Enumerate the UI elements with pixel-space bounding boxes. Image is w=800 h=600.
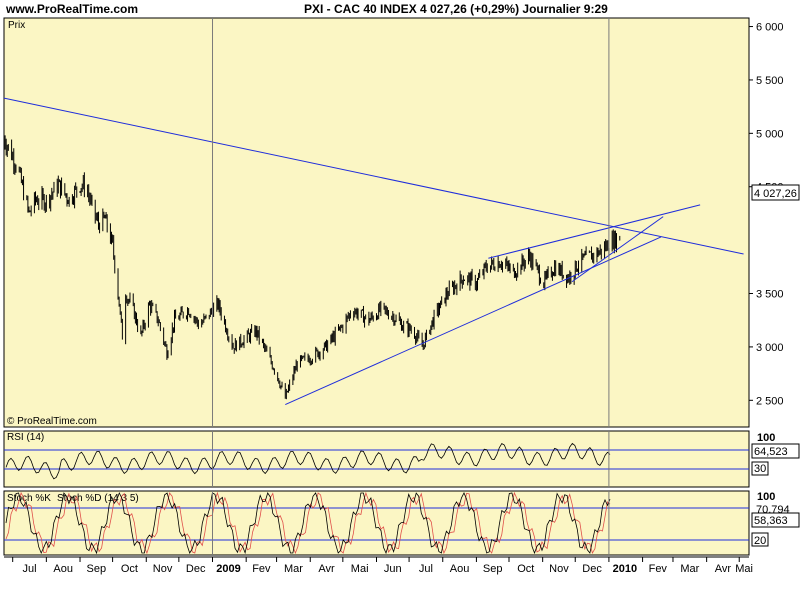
x-tick-label: Mai xyxy=(735,563,753,575)
x-tick-label: Dec xyxy=(582,563,602,575)
x-tick-label: Oct xyxy=(121,563,138,575)
x-tick-label: 2010 xyxy=(613,563,637,575)
rsi-panel-background xyxy=(3,430,750,488)
last-price-badge: 4 027,26 xyxy=(751,184,800,201)
stoch-d-line xyxy=(5,491,611,555)
stoch-20-box xyxy=(751,532,769,547)
rsi-30-box xyxy=(751,461,769,476)
x-tick-label: Nov xyxy=(549,563,569,575)
stoch-value-box xyxy=(751,512,800,528)
x-tick-label: Oct xyxy=(517,563,534,575)
x-tick-label: Jun xyxy=(384,563,402,575)
trendlines xyxy=(3,97,744,406)
chart-header: www.ProRealTime.com PXI - CAC 40 INDEX 4… xyxy=(0,0,800,18)
x-tick-label: Aou xyxy=(53,563,73,575)
x-tick-label: Mar xyxy=(284,563,303,575)
watermark: © ProRealTime.com xyxy=(7,416,97,427)
x-tick-label: Mar xyxy=(680,563,699,575)
x-tick-label: Sep xyxy=(483,563,503,575)
trendline xyxy=(488,204,701,259)
trendline xyxy=(3,97,744,255)
rsi-line xyxy=(5,442,611,480)
stoch-d-label: Stoch %D (14 3 5) xyxy=(57,493,139,504)
last-price-badge-box xyxy=(751,184,800,201)
x-tick-label: Mai xyxy=(351,563,369,575)
y-tick-label: 2 500 xyxy=(756,395,784,407)
rsi-30-label: 30 xyxy=(754,463,766,475)
price-bars xyxy=(3,134,621,400)
rsi-value-box xyxy=(751,443,800,459)
x-tick-label: Avr xyxy=(715,563,732,575)
x-tick-label: 2009 xyxy=(216,563,240,575)
x-tick-label: Avr xyxy=(318,563,335,575)
y-tick-label: 5 500 xyxy=(756,75,784,87)
x-tick-label: Jul xyxy=(22,563,36,575)
y-tick-label: 6 000 xyxy=(756,22,784,34)
price-pane: Prix © ProRealTime.com 6 000 5 500 5 000 4 … xyxy=(3,17,800,428)
x-tick-label: Fev xyxy=(649,563,668,575)
stoch-20-label: 20 xyxy=(754,535,766,547)
y-tick-label: 3 000 xyxy=(756,342,784,354)
stoch-last-value: 58,363 xyxy=(754,515,788,527)
price-panel-background xyxy=(3,17,750,428)
stoch-k-line xyxy=(5,491,611,555)
x-tick-label: Aou xyxy=(450,563,470,575)
stoch-100-tick: 100 xyxy=(757,491,775,503)
rsi-pane: RSI (14) 100 64,523 30 xyxy=(3,430,800,488)
site-url[interactable]: www.ProRealTime.com xyxy=(6,2,139,16)
chart-title: PXI - CAC 40 INDEX 4 027,26 (+0,29%) Jou… xyxy=(304,2,608,16)
stoch-panel-background xyxy=(3,490,750,556)
trendline xyxy=(285,236,662,406)
x-tick-label: Jul xyxy=(419,563,433,575)
x-tick-label: Fev xyxy=(252,563,271,575)
stoch-k-label: Stoch %K xyxy=(7,493,51,504)
trendline xyxy=(571,216,664,283)
rsi-label: RSI (14) xyxy=(7,432,44,443)
rsi-last-value: 64,523 xyxy=(754,446,788,458)
price-panel-label: Prix xyxy=(8,20,25,31)
y-tick-label: 5 000 xyxy=(756,128,784,140)
y-tick-label: 3 500 xyxy=(756,289,784,301)
rsi-100-tick: 100 xyxy=(757,432,775,444)
x-tick-label: Nov xyxy=(153,563,173,575)
time-axis: Jul Aou Sep Oct Nov Dec 2009 Fev Mar Avr Mai Jun Jul… xyxy=(4,18,753,575)
x-tick-label: Dec xyxy=(186,563,206,575)
last-price-value: 4 027,26 xyxy=(754,188,797,200)
stoch-pane: Stoch %K Stoch %D (14 3 5) 100 70,794 58… xyxy=(3,490,800,556)
x-tick-label: Sep xyxy=(87,563,107,575)
